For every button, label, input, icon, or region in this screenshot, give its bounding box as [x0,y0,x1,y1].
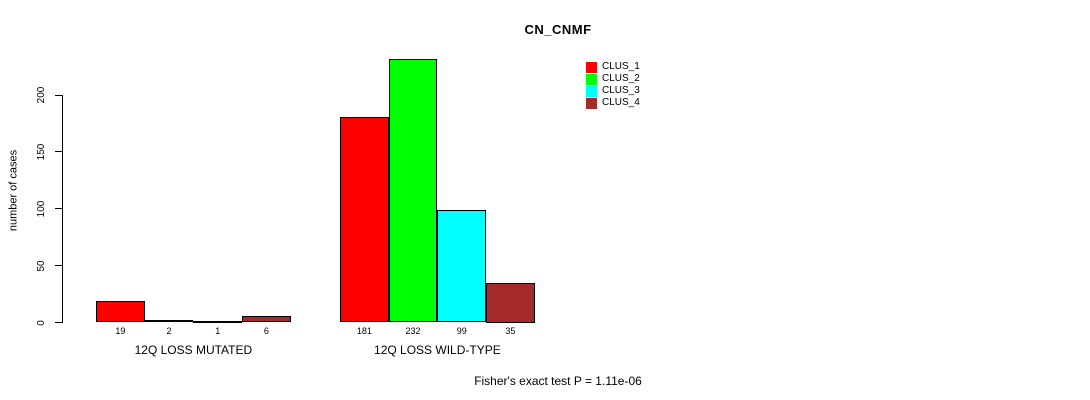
bar-clus_2 [388,58,438,323]
y-tick-label: 100 [36,200,47,218]
y-axis-line [62,95,63,323]
legend-label: CLUS_3 [602,85,640,96]
bar-clus_3 [437,209,487,323]
bar-clus_4 [486,282,535,323]
legend-label: CLUS_1 [602,61,640,72]
legend-swatch-clus_1 [586,61,597,73]
bar-value-label: 19 [115,326,126,336]
bar-value-label: 99 [456,326,467,336]
legend-item: CLUS_2 [586,73,640,85]
bar-value-label: 6 [263,326,269,336]
y-axis-label: number of cases [7,149,20,232]
chart-legend: CLUS_1 CLUS_2 CLUS_3 CLUS_4 [586,61,640,109]
y-tick-label: 50 [36,260,47,272]
bar-value-label: 1 [215,326,221,336]
group-label: 12Q LOSS MUTATED [134,343,253,357]
bar-value-label: 232 [405,326,421,336]
y-tick-mark [55,151,62,153]
y-tick-label: 200 [36,86,47,104]
chart-title: CN_CNMF [524,22,592,37]
legend-label: CLUS_2 [602,73,640,84]
bar-value-label: 2 [166,326,172,336]
bar-clus_3 [193,321,243,324]
fisher-test-annotation: Fisher's exact test P = 1.11e-06 [474,374,642,388]
bar-clus_4 [242,315,291,323]
bar-clus_2 [144,320,194,323]
y-tick-label: 0 [36,319,47,326]
bar-value-label: 35 [505,326,516,336]
y-tick-mark [55,208,62,210]
bar-clus_1 [340,116,389,323]
y-tick-mark [55,94,62,96]
legend-swatch-clus_3 [586,85,597,97]
bar-value-label: 181 [356,326,372,336]
y-tick-mark [55,265,62,267]
legend-label: CLUS_4 [602,97,640,108]
legend-swatch-clus_4 [586,97,597,109]
group-label: 12Q LOSS WILD-TYPE [374,343,501,357]
y-tick-mark [55,322,62,323]
legend-item: CLUS_4 [586,97,640,109]
bar-clus_1 [96,300,145,323]
y-tick-label: 150 [36,143,47,161]
legend-swatch-clus_2 [586,73,597,85]
legend-item: CLUS_3 [586,85,640,97]
legend-item: CLUS_1 [586,61,640,73]
